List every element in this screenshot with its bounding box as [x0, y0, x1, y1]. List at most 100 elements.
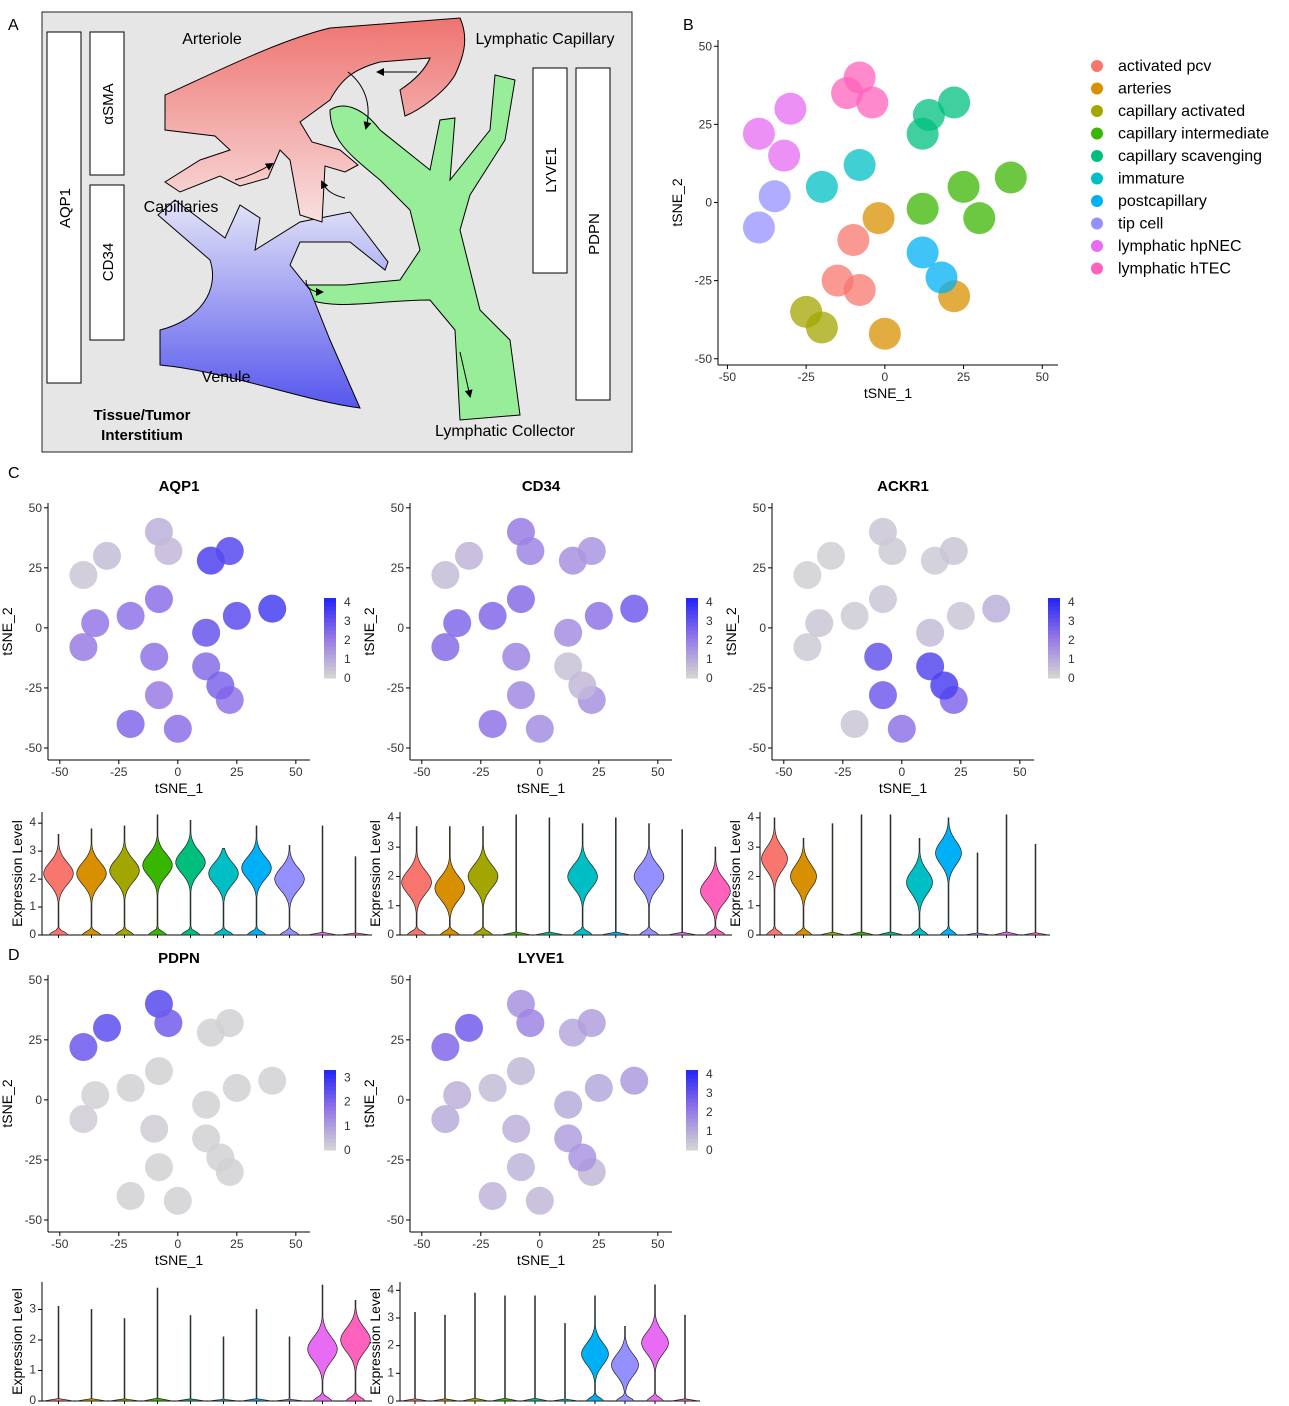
- colorbar-step: [324, 1070, 336, 1075]
- violin: [176, 820, 206, 935]
- cell-point: [455, 542, 483, 570]
- colorbar-step: [1048, 642, 1060, 647]
- marker-label: AQP1: [57, 188, 74, 228]
- colorbar-step: [686, 1114, 698, 1119]
- colorbar-step: [1048, 650, 1060, 655]
- colorbar-step: [1048, 618, 1060, 623]
- cell-point: [578, 537, 606, 565]
- y-tick-label: 0: [705, 196, 712, 210]
- y-tick-label: 50: [29, 973, 43, 987]
- colorbar-step: [686, 622, 698, 627]
- y-tick-label: -50: [387, 1213, 405, 1227]
- y-tick-label: 1: [747, 898, 754, 912]
- colorbar-step: [1048, 602, 1060, 607]
- point: [768, 140, 800, 172]
- violin: [601, 818, 631, 935]
- y-tick-label: 2: [387, 1338, 394, 1352]
- chart-title: LYVE1: [518, 950, 564, 967]
- colorbar-step: [686, 1086, 698, 1091]
- y-tick-label: 50: [391, 501, 405, 515]
- colorbar-step: [1048, 654, 1060, 659]
- cell-point: [507, 681, 535, 709]
- x-tick-label: -25: [797, 370, 815, 384]
- colorbar-step: [686, 614, 698, 619]
- cell-point: [81, 1081, 109, 1109]
- cell-point: [443, 1081, 471, 1109]
- colorbar-step: [324, 1106, 336, 1111]
- cell-point: [793, 561, 821, 589]
- colorbar-label: 1: [344, 652, 351, 666]
- colorbar-step: [324, 602, 336, 607]
- y-tick-label: 0: [387, 927, 394, 941]
- y-axis-title: Expression Level: [9, 820, 25, 927]
- x-tick-label: -50: [51, 765, 69, 779]
- colorbar-step: [324, 1126, 336, 1131]
- cell-point: [916, 619, 944, 647]
- point: [743, 118, 775, 150]
- x-tick-label: 50: [651, 1237, 665, 1251]
- legend-label: tip cell: [1118, 216, 1163, 233]
- colorbar-step: [1048, 666, 1060, 671]
- y-axis-title: tSNE_2: [361, 1079, 377, 1127]
- y-tick-label: -25: [749, 681, 767, 695]
- colorbar-step: [324, 642, 336, 647]
- cell-point: [69, 561, 97, 589]
- colorbar-step: [324, 622, 336, 627]
- y-tick-label: 0: [759, 621, 766, 635]
- colorbar-step: [324, 662, 336, 667]
- violin: [582, 1296, 609, 1401]
- cell-point: [817, 542, 845, 570]
- violin: [820, 824, 846, 935]
- point: [907, 118, 939, 150]
- cell-point: [164, 1187, 192, 1215]
- point: [938, 87, 970, 119]
- violin: [672, 1315, 699, 1401]
- cell-point: [888, 715, 916, 743]
- cell-point: [479, 1182, 507, 1210]
- cell-point: [431, 1033, 459, 1061]
- legend-label: capillary scavenging: [1118, 148, 1262, 165]
- colorbar-step: [324, 1086, 336, 1091]
- point: [837, 224, 869, 256]
- colorbar-step: [324, 634, 336, 639]
- cell-point: [554, 619, 582, 647]
- colorbar-step: [324, 618, 336, 623]
- legend-label: arteries: [1118, 81, 1171, 98]
- violin: [634, 824, 664, 935]
- colorbar-label: 2: [344, 1095, 351, 1109]
- colorbar-step: [686, 1146, 698, 1151]
- colorbar-step: [686, 658, 698, 663]
- legend-swatch: [1091, 150, 1103, 162]
- cell-point: [507, 1153, 535, 1181]
- violin: [44, 1306, 74, 1401]
- cell-point: [620, 1067, 648, 1095]
- violin: [44, 834, 74, 935]
- y-tick-label: 2: [29, 1332, 36, 1346]
- y-tick-label: 3: [387, 1310, 394, 1324]
- x-tick-label: -50: [413, 1237, 431, 1251]
- colorbar-label: 0: [706, 1143, 713, 1157]
- colorbar-step: [324, 630, 336, 635]
- violin: [965, 853, 991, 935]
- legend-swatch: [1091, 218, 1103, 230]
- cell-point: [216, 1009, 244, 1037]
- colorbar-step: [686, 638, 698, 643]
- point: [831, 77, 863, 109]
- y-tick-label: -25: [387, 681, 405, 695]
- colorbar-step: [686, 662, 698, 667]
- colorbar-step: [686, 618, 698, 623]
- colorbar-step: [324, 1098, 336, 1103]
- y-tick-label: 25: [29, 561, 43, 575]
- violin: [492, 1296, 519, 1401]
- marker-label: LYVE1: [543, 147, 560, 193]
- colorbar-step: [324, 626, 336, 631]
- violin: [701, 847, 731, 935]
- colorbar-step: [324, 1130, 336, 1135]
- cell-point: [145, 1057, 173, 1085]
- cell-point: [841, 602, 869, 630]
- colorbar-label: 0: [706, 671, 713, 685]
- y-tick-label: 1: [387, 1365, 394, 1379]
- y-tick-label: 0: [387, 1393, 394, 1406]
- legend-label: lymphatic hTEC: [1118, 261, 1231, 278]
- x-tick-label: 50: [1036, 370, 1050, 384]
